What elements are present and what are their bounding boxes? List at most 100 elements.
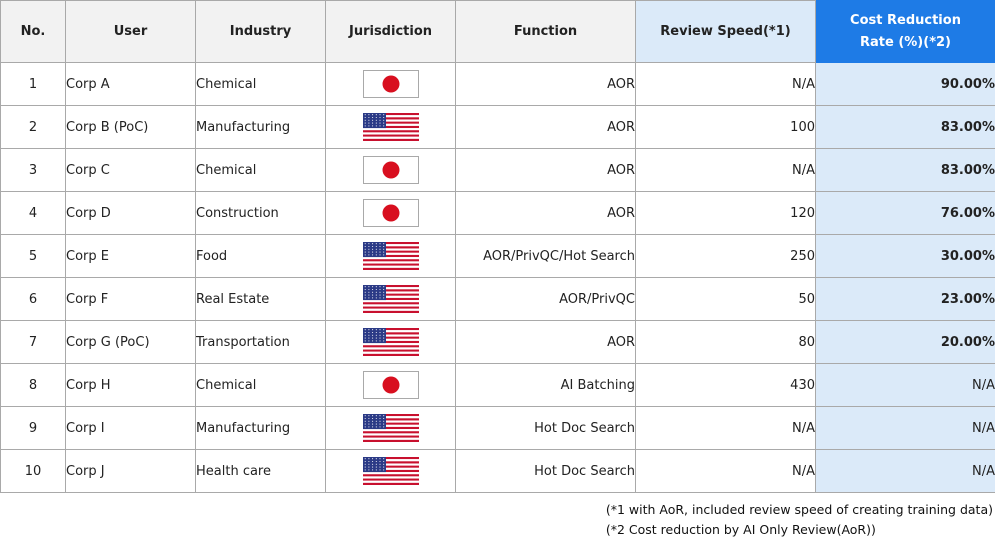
- cell-cost-reduction: 90.00%: [815, 62, 995, 106]
- cell-industry: Real Estate: [195, 277, 326, 321]
- usa-flag: [362, 285, 419, 313]
- cell-industry: Chemical: [195, 363, 326, 407]
- cell-function: AOR: [455, 105, 636, 149]
- table-row: 4 Corp D Construction AOR 120 76.00%: [0, 191, 995, 235]
- cell-review-speed: 120: [635, 191, 816, 235]
- cell-user: Corp J: [65, 449, 196, 493]
- cell-review-speed: 50: [635, 277, 816, 321]
- col-header-function: Function: [455, 0, 636, 63]
- cell-function: AOR: [455, 62, 636, 106]
- cell-review-speed: N/A: [635, 148, 816, 192]
- col-header-user: User: [65, 0, 196, 63]
- cell-cost-reduction: N/A: [815, 449, 995, 493]
- cell-jurisdiction: [325, 234, 456, 278]
- cell-jurisdiction: [325, 105, 456, 149]
- usa-flag: [362, 242, 419, 270]
- table-row: 1 Corp A Chemical AOR N/A 90.00%: [0, 62, 995, 106]
- cell-industry: Manufacturing: [195, 406, 326, 450]
- cell-no: 6: [0, 277, 66, 321]
- usa-flag: [362, 457, 419, 485]
- cell-function: AI Batching: [455, 363, 636, 407]
- usa-flag: [362, 328, 419, 356]
- cost-header-line1: Cost Reduction: [850, 12, 961, 28]
- cell-function: AOR: [455, 191, 636, 235]
- cell-review-speed: N/A: [635, 449, 816, 493]
- footnotes: (*1 with AoR, included review speed of c…: [606, 500, 993, 540]
- table-row: 10 Corp J Health care Hot Doc Search N/A N/A: [0, 449, 995, 493]
- col-header-cost-reduction: Cost Reduction Rate (%)(*2): [815, 0, 995, 63]
- cell-review-speed: N/A: [635, 62, 816, 106]
- cell-no: 1: [0, 62, 66, 106]
- cell-review-speed: 80: [635, 320, 816, 364]
- cell-review-speed: 100: [635, 105, 816, 149]
- table-body: 1 Corp A Chemical AOR N/A 90.00% 2 Corp B (PoC)…: [0, 62, 995, 493]
- cell-user: Corp C: [65, 148, 196, 192]
- cell-function: Hot Doc Search: [455, 449, 636, 493]
- cell-cost-reduction: 76.00%: [815, 191, 995, 235]
- cell-user: Corp F: [65, 277, 196, 321]
- cell-jurisdiction: [325, 406, 456, 450]
- table-row: 3 Corp C Chemical AOR N/A 83.00%: [0, 148, 995, 192]
- cell-industry: Manufacturing: [195, 105, 326, 149]
- cell-no: 9: [0, 406, 66, 450]
- cell-function: AOR: [455, 320, 636, 364]
- cell-function: AOR: [455, 148, 636, 192]
- table-row: 5 Corp E Food AOR/PrivQC/Hot Search 250 30.00…: [0, 234, 995, 278]
- usa-flag: [362, 414, 419, 442]
- table-row: 8 Corp H Chemical AI Batching 430 N/A: [0, 363, 995, 407]
- cell-cost-reduction: 83.00%: [815, 105, 995, 149]
- cell-user: Corp I: [65, 406, 196, 450]
- cell-jurisdiction: [325, 148, 456, 192]
- cell-function: Hot Doc Search: [455, 406, 636, 450]
- cell-no: 4: [0, 191, 66, 235]
- japan-flag: [362, 199, 419, 227]
- header-row: No. User Industry Jurisdiction Function …: [0, 0, 995, 63]
- cell-industry: Chemical: [195, 148, 326, 192]
- cell-user: Corp B (PoC): [65, 105, 196, 149]
- cell-industry: Chemical: [195, 62, 326, 106]
- cell-cost-reduction: N/A: [815, 406, 995, 450]
- cell-function: AOR/PrivQC/Hot Search: [455, 234, 636, 278]
- cell-jurisdiction: [325, 62, 456, 106]
- cell-user: Corp D: [65, 191, 196, 235]
- col-header-jurisdiction: Jurisdiction: [325, 0, 456, 63]
- col-header-industry: Industry: [195, 0, 326, 63]
- table-row: 6 Corp F Real Estate AOR/PrivQC 50 23.00%: [0, 277, 995, 321]
- cell-no: 5: [0, 234, 66, 278]
- cell-review-speed: 430: [635, 363, 816, 407]
- cell-cost-reduction: 83.00%: [815, 148, 995, 192]
- cell-no: 7: [0, 320, 66, 364]
- cell-industry: Transportation: [195, 320, 326, 364]
- footnote-2: (*2 Cost reduction by AI Only Review(AoR…: [605, 522, 876, 537]
- table-row: 7 Corp G (PoC) Transportation AOR 80 20.00%: [0, 320, 995, 364]
- cell-industry: Health care: [195, 449, 326, 493]
- col-header-no: No.: [0, 0, 66, 63]
- cell-no: 10: [0, 449, 66, 493]
- results-table: No. User Industry Jurisdiction Function …: [0, 0, 995, 493]
- footnote-1: (*1 with AoR, included review speed of c…: [605, 502, 993, 517]
- table-row: 2 Corp B (PoC) Manufacturing AOR 100 83.00%: [0, 105, 995, 149]
- cell-user: Corp H: [65, 363, 196, 407]
- cost-header-line2: Rate (%)(*2): [860, 34, 951, 50]
- cell-no: 3: [0, 148, 66, 192]
- cell-review-speed: 250: [635, 234, 816, 278]
- japan-flag: [362, 156, 419, 184]
- cell-cost-reduction: N/A: [815, 363, 995, 407]
- cell-cost-reduction: 30.00%: [815, 234, 995, 278]
- cell-function: AOR/PrivQC: [455, 277, 636, 321]
- col-header-review-speed: Review Speed(*1): [635, 0, 816, 63]
- cell-cost-reduction: 23.00%: [815, 277, 995, 321]
- cell-user: Corp E: [65, 234, 196, 278]
- cell-cost-reduction: 20.00%: [815, 320, 995, 364]
- cell-jurisdiction: [325, 363, 456, 407]
- japan-flag: [362, 70, 419, 98]
- japan-flag: [362, 371, 419, 399]
- table-row: 9 Corp I Manufacturing Hot Doc Search N/A N/A: [0, 406, 995, 450]
- cell-review-speed: N/A: [635, 406, 816, 450]
- usa-flag: [362, 113, 419, 141]
- cell-industry: Food: [195, 234, 326, 278]
- cell-jurisdiction: [325, 449, 456, 493]
- cell-no: 2: [0, 105, 66, 149]
- cell-jurisdiction: [325, 320, 456, 364]
- cell-user: Corp A: [65, 62, 196, 106]
